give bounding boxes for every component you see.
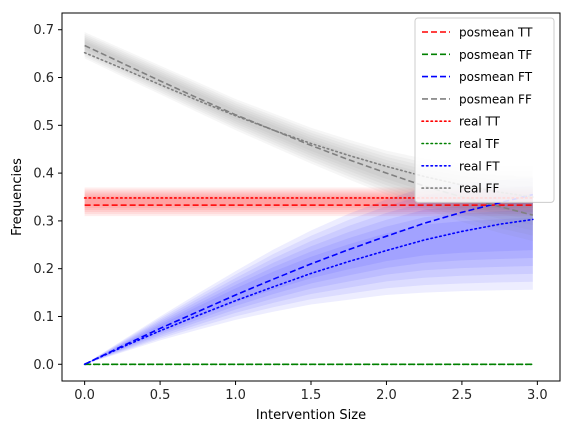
x-tick-label: 2.0	[376, 388, 397, 403]
y-tick-label: 0.5	[33, 119, 54, 134]
x-tick-label: 2.5	[452, 388, 473, 403]
x-axis-label: Intervention Size	[256, 408, 366, 423]
y-tick-label: 0.0	[33, 358, 54, 373]
y-tick-label: 0.4	[33, 167, 54, 182]
y-tick-label: 0.2	[33, 262, 54, 277]
x-tick-label: 0.0	[74, 388, 95, 403]
legend-entry: posmean TT	[459, 26, 533, 40]
legend: posmean TT posmean TF posmean FT posmean FF…	[414, 17, 555, 203]
y-tick-label: 0.6	[33, 71, 54, 86]
legend-entry: posmean FT	[459, 70, 533, 84]
x-tick-label: 3.0	[527, 388, 548, 403]
y-tick-label: 0.3	[33, 214, 54, 229]
posterior-band-1	[84, 201, 533, 365]
legend-box	[414, 17, 555, 203]
y-tick-label: 0.7	[33, 23, 54, 38]
axes-frame	[61, 12, 561, 382]
legend-entry: posmean FF	[459, 92, 532, 106]
legend-entry: posmean TF	[459, 48, 532, 62]
x-tick-label: 0.5	[150, 388, 171, 403]
series-line-posmean-ft	[84, 193, 534, 365]
legend-entry: real FF	[459, 182, 499, 196]
posterior-band-1	[84, 185, 533, 365]
x-tick-label: 1.5	[301, 388, 322, 403]
y-tick-label: 0.1	[33, 310, 54, 325]
legend-entry: real TF	[459, 137, 500, 151]
series-line-real-ft	[83, 218, 534, 366]
y-axis: 0.0 0.1 0.2 0.3 0.4 0.5 0.6 0.7	[33, 23, 62, 373]
posterior-band-1	[84, 217, 533, 365]
x-tick-label: 1.0	[225, 388, 246, 403]
posterior-band-1	[84, 193, 533, 365]
legend-entry: real FT	[459, 159, 500, 173]
legend-entry: real TT	[459, 115, 501, 129]
posterior-band-1	[84, 209, 533, 365]
y-axis-label: Frequencies	[10, 158, 25, 236]
x-axis: 0.0 0.5 1.0 1.5 2.0 2.5 3.0	[74, 381, 548, 403]
